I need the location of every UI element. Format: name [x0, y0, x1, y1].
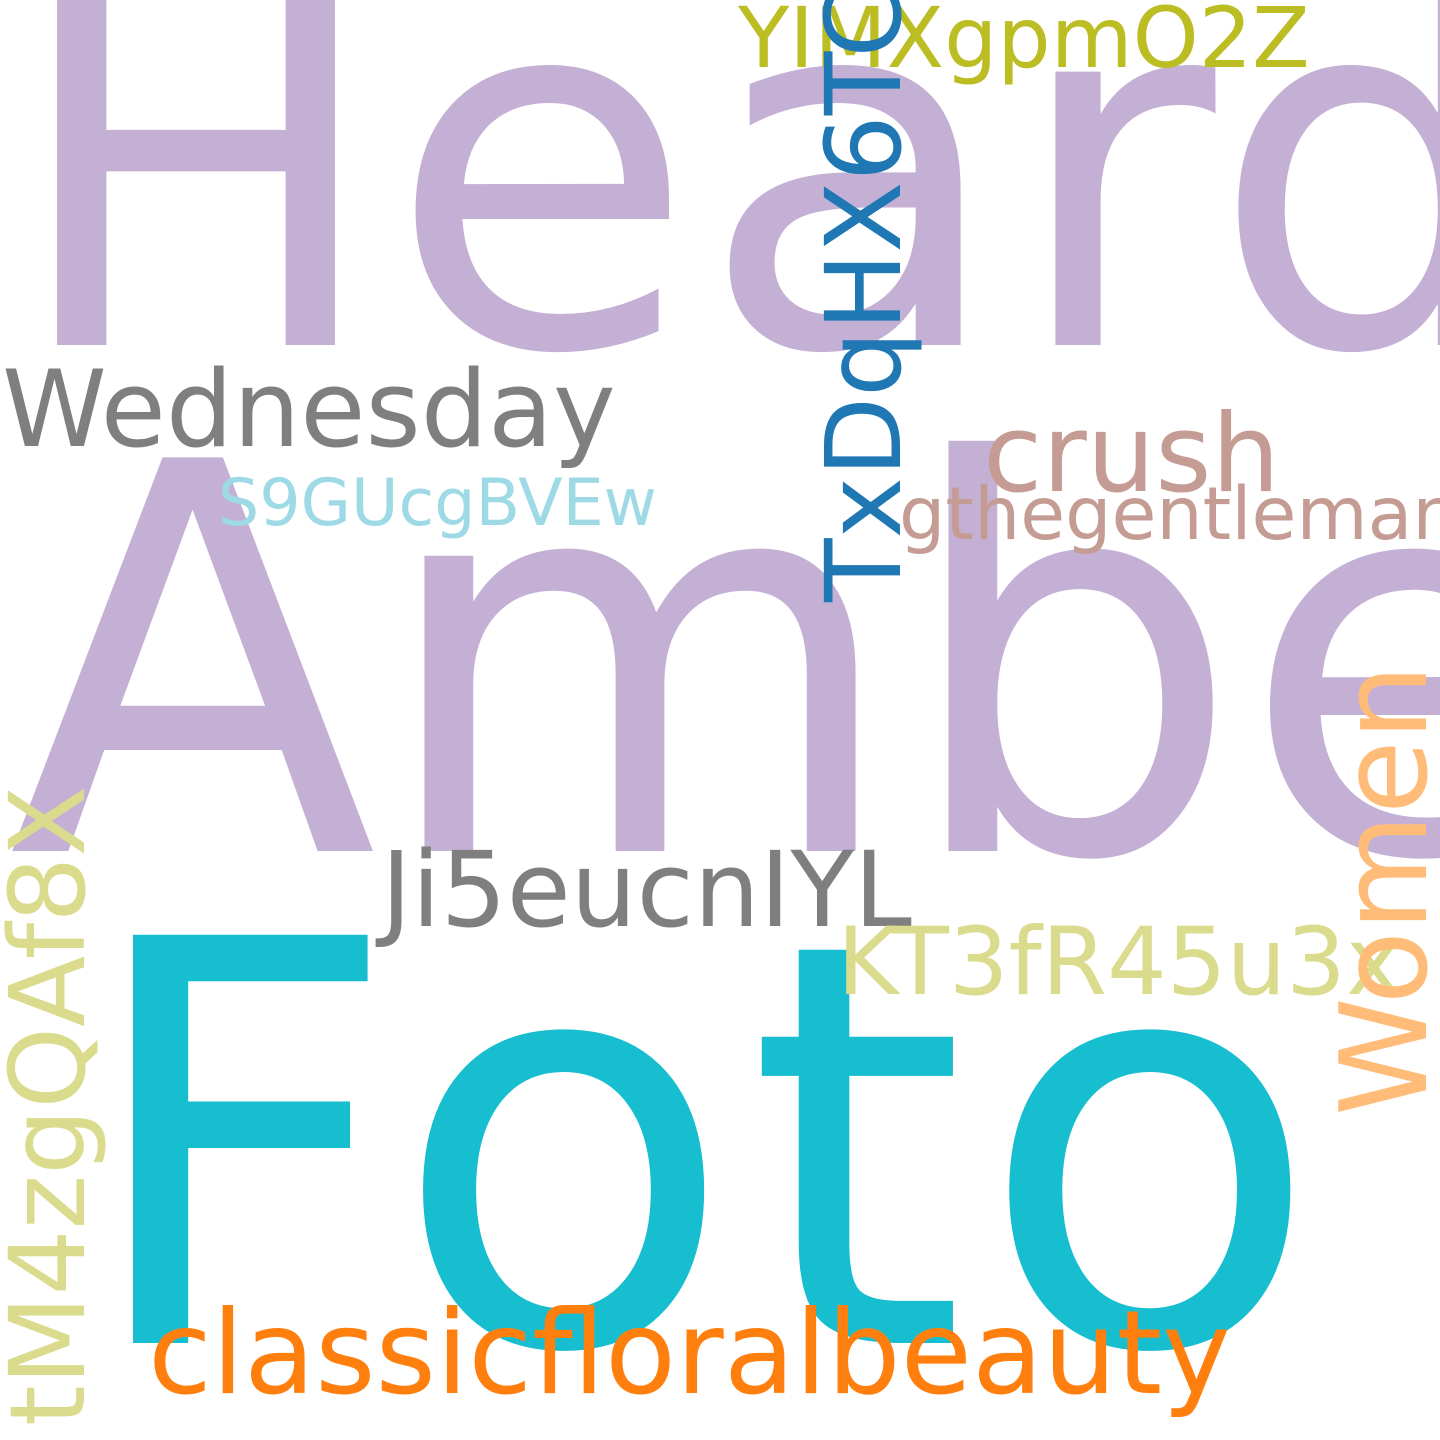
word-amber: Amber: [8, 351, 1440, 979]
word-women: Women: [1316, 664, 1440, 1116]
word-s9gu: S9GUcgBVEw: [218, 466, 657, 541]
word-gthegentleman: gthegentleman: [899, 472, 1440, 557]
word-foto: Foto: [78, 824, 1333, 1440]
word-tm4z: tM4zgQAf8X: [0, 785, 109, 1426]
word-yimx: YIMXgpmO2Z: [738, 0, 1310, 87]
word-kt3: KT3fR45u3x: [837, 908, 1402, 1017]
word-crush: crush: [983, 392, 1280, 517]
word-classicfloralbeauty: classicfloralbeauty: [148, 1286, 1231, 1421]
word-txdq: TxDqHX6TCw: [803, 0, 925, 602]
word-ji5: Ji5eucnIYL: [381, 829, 912, 951]
word-heard: Heard: [8, 0, 1440, 463]
word-wednesday: Wednesday: [2, 348, 616, 471]
